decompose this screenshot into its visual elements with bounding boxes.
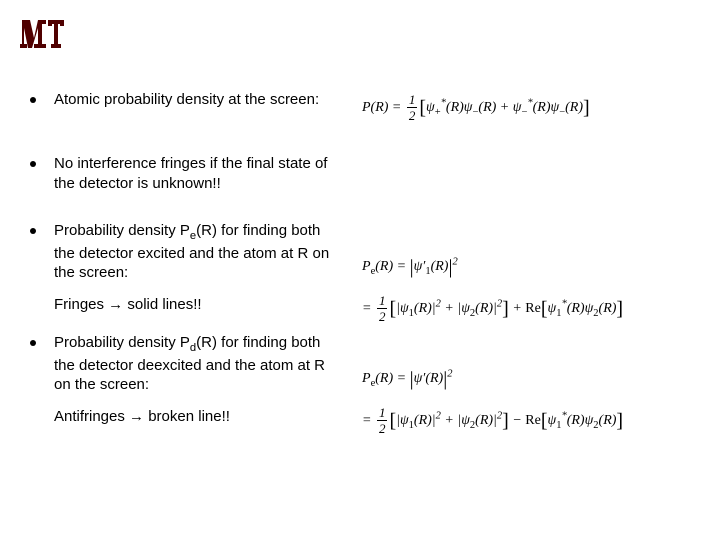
bullet-marker [30,228,36,234]
bullet-item: Atomic probability density at the screen… [30,90,710,126]
bullet-item: Probability density Pe(R) for finding bo… [30,221,710,327]
bullet-marker [30,97,36,103]
bullet-text: Probability density Pd(R) for finding bo… [54,333,354,430]
bullet-item: Probability density Pd(R) for finding bo… [30,333,710,439]
slide-content: Atomic probability density at the screen… [30,90,710,445]
bullet-text: Probability density Pe(R) for finding bo… [54,221,354,318]
bullet-text: Atomic probability density at the screen… [54,90,354,110]
formula: Pe(R) = |ψ′(R)|2 = 12[|ψ1(R)|2 + |ψ2(R)|… [354,333,710,439]
bullet-text: No interference fringes if the final sta… [54,154,354,193]
post-text: Fringes → solid lines!! [54,295,344,315]
formula: Pe(R) = |ψ′1(R)|2 = 12[|ψ1(R)|2 + |ψ2(R)… [354,221,710,327]
formula: P(R) = 12[ψ+*(R)ψ−(R) + ψ−*(R)ψ−(R)] [354,90,710,126]
post-text: Antifringes → broken line!! [54,407,344,427]
bullet-marker [30,340,36,346]
bullet-marker [30,161,36,167]
tamu-logo [18,12,66,52]
bullet-item: No interference fringes if the final sta… [30,154,710,193]
